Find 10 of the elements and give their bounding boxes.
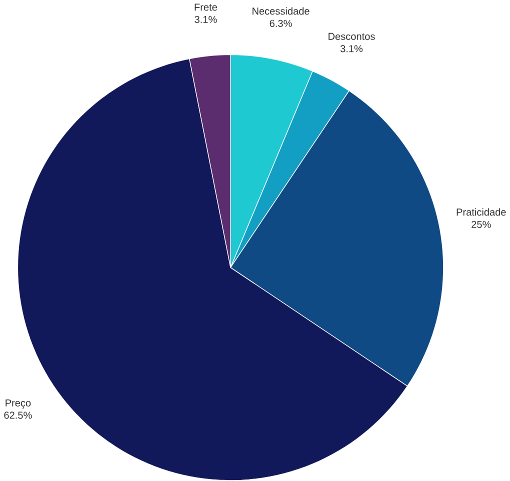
data-label: 25%: [472, 220, 491, 228]
data-label: 6.3%: [270, 20, 292, 28]
data-label: 3.1%: [340, 45, 363, 52]
data-label: 3.1%: [194, 16, 217, 24]
data-label: 62.5%: [4, 412, 32, 419]
slice-label: Descontos: [328, 33, 375, 40]
slice-label: Preço: [6, 400, 31, 409]
slice-label: Frete: [194, 4, 218, 11]
slice-label: Praticidade: [456, 208, 506, 216]
slice-label: Necessidade: [252, 7, 310, 15]
